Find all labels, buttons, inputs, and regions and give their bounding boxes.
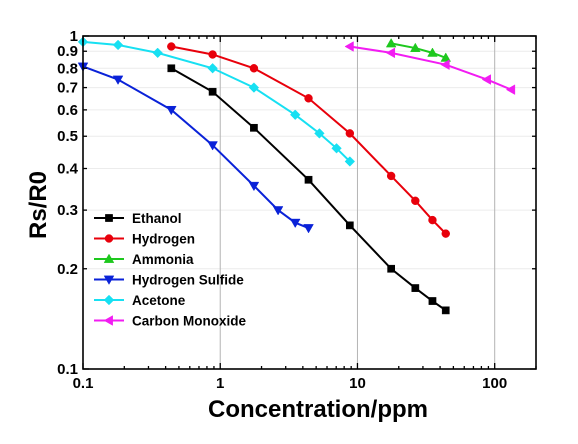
- data-point: [272, 206, 284, 216]
- legend-marker: [103, 275, 115, 285]
- series-line: [390, 42, 447, 59]
- data-point: [207, 141, 218, 151]
- data-point: [440, 52, 452, 62]
- data-point: [427, 47, 438, 57]
- data-point: [208, 50, 217, 59]
- data-point: [441, 229, 450, 238]
- data-point: [345, 129, 355, 138]
- y-tick-label: 0.3: [57, 202, 78, 219]
- legend-label: Ethanol: [132, 211, 182, 226]
- y-tick-label: 0.8: [57, 60, 78, 77]
- data-point: [152, 47, 163, 59]
- y-tick-label: 0.4: [57, 161, 79, 178]
- x-axis-label: Concentration/ppm: [208, 396, 428, 423]
- legend-marker: [103, 253, 115, 263]
- data-point: [505, 84, 516, 95]
- series-ammonia: [385, 38, 452, 62]
- legend-item: Hydrogen Sulfide: [94, 273, 244, 288]
- series-acetone: [77, 36, 356, 167]
- y-tick-label: 0.2: [57, 261, 78, 278]
- data-point: [411, 284, 420, 292]
- data-point: [385, 47, 396, 59]
- legend-item: Carbon Monoxide: [94, 314, 246, 329]
- data-point: [303, 224, 314, 234]
- y-tick-label: 0.1: [57, 361, 78, 378]
- x-tick-label: 100: [482, 375, 507, 392]
- data-point: [304, 175, 313, 184]
- y-tick-label: 1: [70, 28, 78, 45]
- y-tick-label: 0.6: [57, 102, 78, 119]
- y-tick-label: 0.9: [57, 43, 78, 60]
- legend-marker: [105, 214, 113, 222]
- data-point: [167, 64, 176, 73]
- data-point: [331, 143, 342, 154]
- y-axis-label: Rs/R0: [25, 171, 52, 239]
- data-point: [304, 94, 313, 103]
- data-point: [112, 39, 124, 51]
- legend-item: Hydrogen: [94, 232, 195, 247]
- series-layer: [77, 36, 516, 315]
- legend-marker: [104, 234, 114, 243]
- data-point: [428, 297, 437, 305]
- data-point: [386, 171, 396, 181]
- y-tick-label: 0.7: [57, 80, 78, 97]
- data-point: [411, 196, 420, 205]
- data-point: [387, 264, 396, 273]
- legend-marker: [103, 315, 113, 326]
- data-point: [167, 42, 176, 51]
- data-point: [166, 105, 177, 116]
- data-point: [441, 306, 450, 315]
- data-point: [248, 181, 260, 192]
- data-point: [112, 75, 124, 85]
- data-point: [481, 74, 491, 85]
- x-tick-label: 10: [349, 375, 366, 392]
- data-point: [289, 218, 301, 229]
- data-point: [314, 128, 325, 139]
- legend: Ethanol Hydrogen Ammonia Hydrogen Sulfide Ac…: [94, 211, 246, 329]
- data-point: [410, 42, 421, 52]
- legend-label: Ammonia: [132, 252, 194, 267]
- legend-item: Acetone: [94, 293, 186, 308]
- legend-label: Hydrogen: [132, 232, 195, 247]
- data-point: [428, 215, 437, 225]
- plot-frame: [82, 35, 537, 370]
- y-tick-label: 0.5: [57, 128, 78, 145]
- legend-label: Carbon Monoxide: [132, 314, 246, 329]
- data-point: [290, 109, 301, 120]
- legend-item: Ammonia: [94, 252, 194, 267]
- legend-item: Ethanol: [94, 211, 182, 226]
- data-point: [250, 123, 258, 132]
- data-point: [345, 221, 354, 230]
- legend-marker: [103, 294, 115, 306]
- data-point: [344, 156, 356, 167]
- legend-label: Hydrogen Sulfide: [132, 273, 244, 288]
- x-tick-label: 0.1: [73, 375, 94, 392]
- data-point: [249, 64, 259, 73]
- series-carbon-monoxide: [344, 41, 516, 95]
- data-point: [344, 41, 354, 52]
- data-point: [248, 82, 260, 93]
- legend-label: Acetone: [132, 293, 186, 308]
- data-point: [208, 87, 217, 96]
- series-hydrogen: [167, 42, 450, 238]
- data-point: [207, 63, 218, 74]
- x-tick-label: 1: [216, 375, 224, 392]
- series-ethanol: [167, 64, 450, 315]
- data-point: [385, 38, 397, 48]
- data-point: [440, 59, 450, 70]
